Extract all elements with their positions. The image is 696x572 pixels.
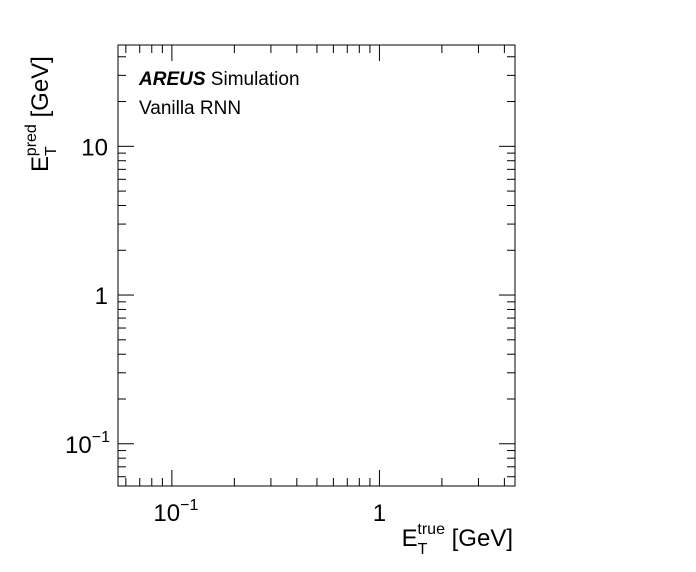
y-tick-label: 10−1 (65, 429, 110, 459)
plot-frame (117, 44, 516, 487)
x-axis-title-base: E (402, 525, 418, 552)
y-tick-label: 1 (95, 283, 108, 310)
experiment-name: AREUS (138, 69, 206, 90)
x-axis-title: ETtrue [GeV] (402, 521, 513, 558)
x-tick-label: 10−1 (153, 497, 198, 527)
y-axis-title-base: E (27, 156, 54, 172)
y-tick-label: 10 (81, 134, 108, 161)
y-axis-title-unit: [GeV] (27, 56, 54, 124)
tick-marks (118, 45, 515, 486)
tick-labels: 10−1 1 10−1 1 10 (65, 134, 386, 527)
x-axis-title-sub: T (418, 541, 428, 558)
x-axis-title-sup: true (417, 521, 445, 538)
model-label: Vanilla RNN (139, 98, 241, 119)
x-tick-label: 1 (373, 500, 386, 527)
y-axis-title-sup: pred (23, 124, 40, 156)
y-axis-title-sub: T (43, 146, 60, 156)
simulation-label: Simulation (211, 69, 300, 90)
annotation-experiment-line: AREUS Simulation (138, 69, 300, 90)
y-axis-title: ETpred [GeV] (23, 56, 60, 172)
x-axis-title-unit: [GeV] (445, 525, 513, 552)
